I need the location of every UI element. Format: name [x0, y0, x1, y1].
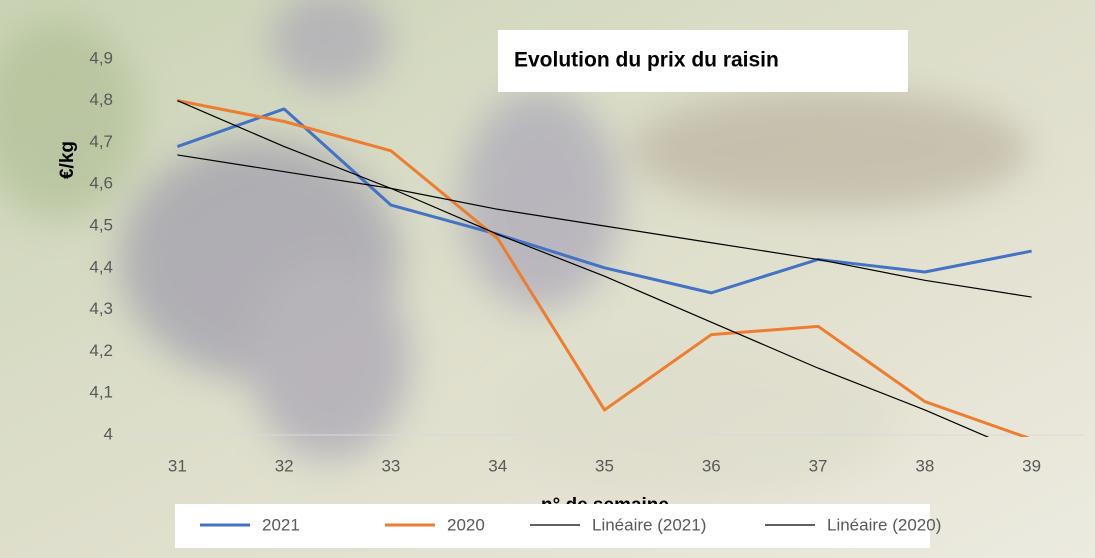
y-tick-label: 4,4: [89, 257, 113, 276]
x-tick-label: 31: [168, 456, 187, 475]
y-tick-label: 4,9: [89, 48, 113, 67]
chart-title: Evolution du prix du raisin: [514, 49, 779, 72]
y-tick-label: 4,3: [89, 299, 113, 318]
y-tick-label: 4,5: [89, 215, 113, 234]
y-tick-label: 4,8: [89, 90, 113, 109]
legend-label: 2020: [447, 515, 485, 534]
x-tick-label: 35: [595, 456, 614, 475]
y-tick-label: 4,6: [89, 174, 113, 193]
legend-label: Linéaire (2020): [827, 515, 941, 534]
chart: Evolution du prix du raisin €/kg n° de s…: [0, 0, 1095, 558]
x-tick-label: 32: [275, 456, 294, 475]
legend-label: Linéaire (2021): [592, 515, 706, 534]
y-tick-label: 4,7: [89, 132, 113, 151]
y-axis-title: €/kg: [57, 141, 78, 179]
x-tick-label: 39: [1022, 456, 1041, 475]
x-tick-label: 37: [809, 456, 828, 475]
x-tick-label: 38: [915, 456, 934, 475]
y-tick-label: 4,2: [89, 341, 113, 360]
x-tick-label: 34: [488, 456, 507, 475]
x-tick-label: 36: [702, 456, 721, 475]
legend-label: 2021: [262, 515, 300, 534]
y-tick-label: 4,1: [89, 383, 113, 402]
y-tick-label: 4: [104, 424, 113, 443]
x-tick-label: 33: [381, 456, 400, 475]
